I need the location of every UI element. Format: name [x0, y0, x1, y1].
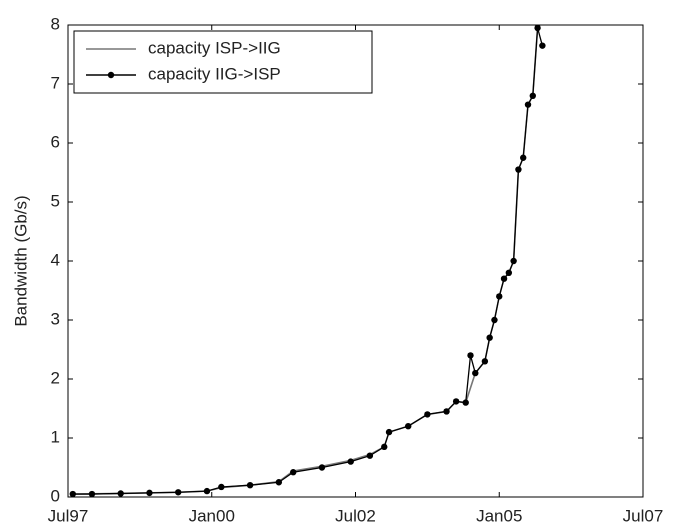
- data-point: [386, 429, 392, 435]
- y-tick-label: 3: [51, 309, 60, 328]
- series-line: [73, 28, 543, 494]
- data-point: [486, 335, 492, 341]
- data-point: [539, 42, 545, 48]
- y-tick-label: 4: [51, 250, 60, 269]
- data-point: [482, 358, 488, 364]
- series-line: [73, 28, 538, 494]
- data-point: [381, 444, 387, 450]
- data-point: [218, 484, 224, 490]
- y-tick-label: 6: [51, 132, 60, 151]
- data-point: [467, 352, 473, 358]
- data-point: [453, 398, 459, 404]
- data-point: [534, 25, 540, 31]
- y-axis-label: Bandwidth (Gb/s): [11, 195, 30, 326]
- data-point: [146, 490, 152, 496]
- data-point: [290, 469, 296, 475]
- y-tick-label: 1: [51, 427, 60, 446]
- data-point: [175, 489, 181, 495]
- data-point: [89, 491, 95, 497]
- data-point: [276, 479, 282, 485]
- data-point: [204, 488, 210, 494]
- x-tick-label: Jan05: [476, 506, 522, 525]
- data-point: [491, 317, 497, 323]
- data-point: [506, 270, 512, 276]
- y-tick-label: 8: [51, 14, 60, 33]
- legend-marker: [108, 72, 114, 78]
- plot-frame: [68, 25, 643, 497]
- data-point: [496, 293, 502, 299]
- y-tick-label: 5: [51, 191, 60, 210]
- legend-label: capacity IIG->ISP: [148, 64, 281, 83]
- legend-label: capacity ISP->IIG: [148, 38, 281, 57]
- data-point: [443, 408, 449, 414]
- data-point: [510, 258, 516, 264]
- data-point: [405, 423, 411, 429]
- data-point: [520, 155, 526, 161]
- data-point: [247, 482, 253, 488]
- x-tick-label: Jan00: [189, 506, 235, 525]
- data-point: [70, 491, 76, 497]
- data-point: [472, 370, 478, 376]
- y-tick-label: 2: [51, 368, 60, 387]
- data-point: [515, 166, 521, 172]
- data-point: [319, 464, 325, 470]
- data-point: [525, 101, 531, 107]
- data-point: [424, 411, 430, 417]
- x-tick-label: Jul97: [48, 506, 89, 525]
- data-point: [530, 93, 536, 99]
- chart: Bandwidth (Gb/s) 0 1 2 3 4 5 6 7 8 Jul97 Jan00 Jul0…: [0, 0, 683, 530]
- data-point: [501, 276, 507, 282]
- y-tick-label: 0: [51, 486, 60, 505]
- data-point: [348, 458, 354, 464]
- data-point: [367, 453, 373, 459]
- data-point: [463, 399, 469, 405]
- y-tick-label: 7: [51, 73, 60, 92]
- x-tick-label: Jul07: [623, 506, 664, 525]
- page: Bandwidth (Gb/s) 0 1 2 3 4 5 6 7 8 Jul97 Jan00 Jul0…: [0, 0, 683, 530]
- x-tick-label: Jul02: [335, 506, 376, 525]
- data-point: [118, 490, 124, 496]
